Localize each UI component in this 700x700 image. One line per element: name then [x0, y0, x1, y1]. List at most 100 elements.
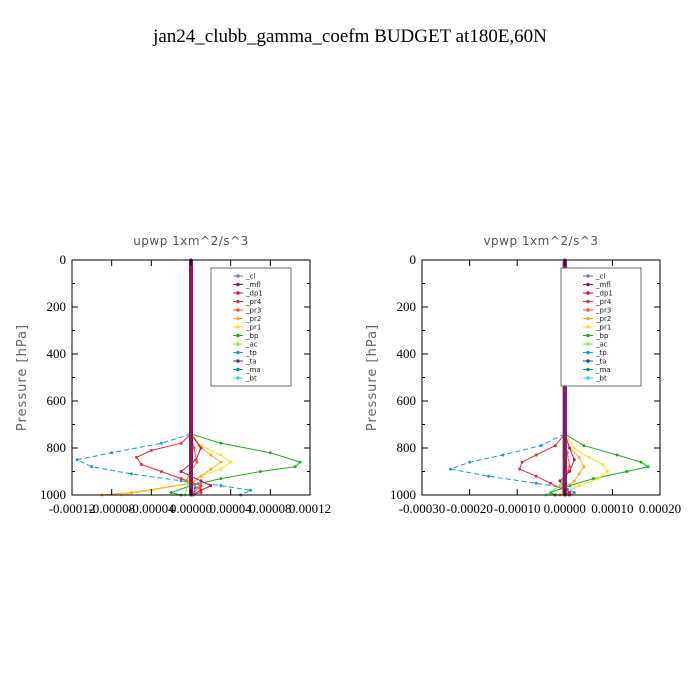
data-point-pr4 — [518, 467, 522, 471]
legend-entry: _bt — [595, 375, 607, 383]
legend-entry: _mfl — [595, 281, 611, 289]
data-point-pr1 — [229, 460, 233, 464]
data-point-tp — [130, 472, 133, 476]
y-tick-label: 600 — [397, 393, 417, 408]
y-tick-label: 1000 — [40, 487, 66, 502]
legend-entry: _pr2 — [595, 315, 611, 323]
y-tick-label: 1000 — [390, 487, 416, 502]
data-point-ac — [186, 481, 190, 485]
legend-marker — [236, 325, 240, 329]
panel-title: upwp 1xm^2/s^3 — [133, 234, 249, 248]
y-tick-label: 800 — [47, 440, 67, 455]
data-point-pr1 — [596, 477, 600, 481]
legend-marker — [236, 359, 240, 363]
data-point-pr4 — [179, 441, 183, 445]
data-point-bp — [591, 477, 595, 481]
data-point-dp1 — [558, 479, 562, 483]
legend-marker — [236, 367, 240, 372]
y-tick-label: 0 — [60, 252, 67, 267]
legend-entry: _ma — [595, 366, 611, 374]
legend-marker — [586, 291, 590, 295]
legend-entry: _cl — [595, 273, 605, 281]
data-point-bp — [268, 451, 272, 455]
data-point-tp — [539, 444, 543, 448]
y-axis-label: Pressure [hPa] — [15, 324, 30, 431]
legend-marker — [236, 282, 240, 287]
y-tick-label: 200 — [397, 299, 417, 314]
data-point-bp — [219, 477, 223, 481]
data-point-pr4 — [199, 491, 203, 495]
x-tick-label: 0.00004 — [210, 501, 253, 516]
legend-marker — [236, 299, 240, 304]
legend-entry: _tp — [595, 349, 607, 357]
data-point-pr2 — [572, 479, 576, 483]
data-point-pr3 — [195, 460, 199, 464]
legend-marker — [586, 316, 590, 321]
data-point-pr1 — [577, 484, 581, 488]
data-point-bp — [582, 444, 586, 448]
data-point-tp — [572, 491, 576, 495]
y-tick-label: 0 — [410, 252, 417, 267]
y-tick-label: 400 — [47, 346, 67, 361]
data-point-pr4 — [520, 460, 524, 464]
x-tick-label: -0.00008 — [88, 501, 135, 516]
legend-entry: _ma — [245, 366, 261, 374]
data-point-tp — [249, 488, 252, 492]
data-point-pr4 — [149, 448, 153, 452]
data-point-pr2 — [582, 465, 586, 469]
data-point-dp1 — [568, 446, 572, 450]
legend-marker — [586, 376, 590, 380]
data-point-tp — [449, 467, 453, 471]
legend-entry: _pr2 — [245, 315, 261, 323]
data-point-pr1 — [587, 455, 591, 459]
data-point-tp — [534, 481, 538, 485]
legend-marker — [586, 333, 590, 338]
data-point-tp — [179, 479, 183, 483]
legend-entry: _pr1 — [245, 324, 261, 332]
data-point-tp — [501, 453, 505, 457]
chart-panel-upwp: upwp 1xm^2/s^3 Pressure [hPa] 0 200 400 600 80… — [15, 234, 331, 516]
data-point-bp — [639, 460, 643, 464]
legend-entry: _pr4 — [595, 298, 612, 306]
data-point-tp — [110, 451, 114, 455]
legend-entry: _dp1 — [245, 290, 263, 298]
series-line-bp — [169, 433, 302, 496]
legend-marker — [236, 316, 240, 321]
data-point-dp1 — [179, 470, 183, 473]
data-point-pr4 — [139, 462, 143, 466]
data-point-tp — [90, 465, 94, 469]
legend-entry: _ac — [595, 341, 608, 349]
legend-marker — [586, 282, 590, 287]
data-point-ma — [193, 486, 197, 490]
data-point-pr1 — [606, 470, 610, 473]
x-tick-label: 0.00000 — [170, 501, 212, 516]
data-point-tp — [75, 458, 79, 462]
data-point-pr4 — [135, 455, 138, 459]
panel-title: vpwp 1xm^2/s^3 — [483, 234, 598, 248]
data-point-pr4 — [549, 481, 552, 485]
data-point-bp — [646, 465, 650, 469]
legend-entry: _pr1 — [595, 324, 611, 332]
x-tick-label: 0.00020 — [639, 501, 681, 516]
legend-entry: _pr3 — [245, 307, 261, 315]
data-point-dp1 — [568, 470, 572, 473]
data-point-pr4 — [534, 474, 538, 478]
data-point-pr2 — [577, 472, 581, 476]
data-point-pr4 — [179, 477, 183, 481]
legend-marker — [586, 308, 590, 312]
data-point-pr1 — [601, 462, 605, 466]
data-point-pr4 — [199, 484, 203, 488]
legend-marker — [236, 342, 240, 346]
data-point-tp — [219, 484, 223, 488]
legend-marker — [236, 291, 240, 295]
series-line-tp — [75, 433, 253, 496]
chart-panel-vpwp: vpwp 1xm^2/s^3 Pressure [hPa] 0 200 400 600 80… — [365, 234, 681, 516]
data-point-bp — [258, 470, 262, 473]
data-point-pr3 — [197, 486, 201, 490]
data-point-pr3 — [184, 479, 188, 483]
data-point-bp — [625, 470, 629, 473]
series-line-bp — [549, 433, 650, 496]
legend-marker — [236, 308, 240, 312]
legend-entry: _ta — [245, 358, 257, 366]
